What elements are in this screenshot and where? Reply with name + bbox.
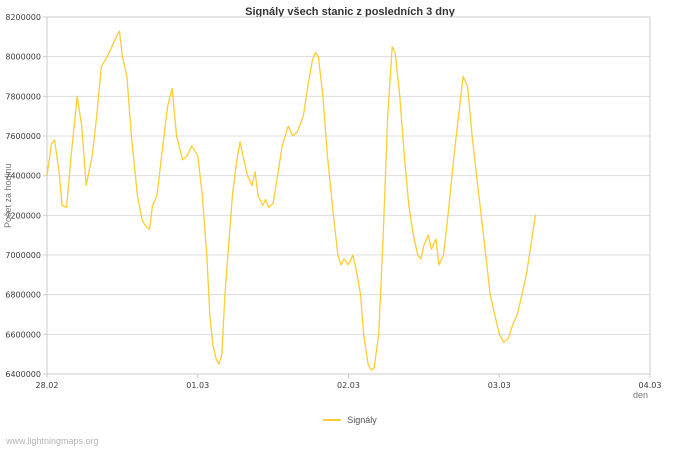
svg-text:8000000: 8000000 — [5, 53, 41, 62]
svg-text:7200000: 7200000 — [5, 211, 41, 220]
watermark: www.lightningmaps.org — [6, 436, 99, 446]
legend-line-swatch — [323, 419, 342, 421]
svg-text:7600000: 7600000 — [5, 132, 41, 141]
chart-legend: Signály — [0, 415, 700, 425]
svg-text:01.03: 01.03 — [186, 381, 209, 390]
svg-text:6800000: 6800000 — [5, 291, 41, 300]
svg-text:28.02: 28.02 — [36, 381, 59, 390]
svg-text:7400000: 7400000 — [5, 172, 41, 181]
svg-text:7800000: 7800000 — [5, 92, 41, 101]
chart-title: Signály všech stanic z posledních 3 dny — [245, 6, 455, 18]
svg-text:04.03: 04.03 — [639, 381, 662, 390]
svg-text:7000000: 7000000 — [5, 251, 41, 260]
svg-text:6400000: 6400000 — [5, 370, 41, 379]
y-axis-label-box: Počet za hodinu — [3, 17, 16, 374]
svg-text:02.03: 02.03 — [337, 381, 360, 390]
svg-text:6600000: 6600000 — [5, 330, 41, 339]
svg-text:03.03: 03.03 — [488, 381, 511, 390]
svg-text:8200000: 8200000 — [5, 13, 41, 22]
x-axis-label: den — [632, 390, 648, 400]
legend-label: Signály — [347, 415, 377, 425]
y-axis-label: Počet za hodinu — [3, 163, 13, 228]
